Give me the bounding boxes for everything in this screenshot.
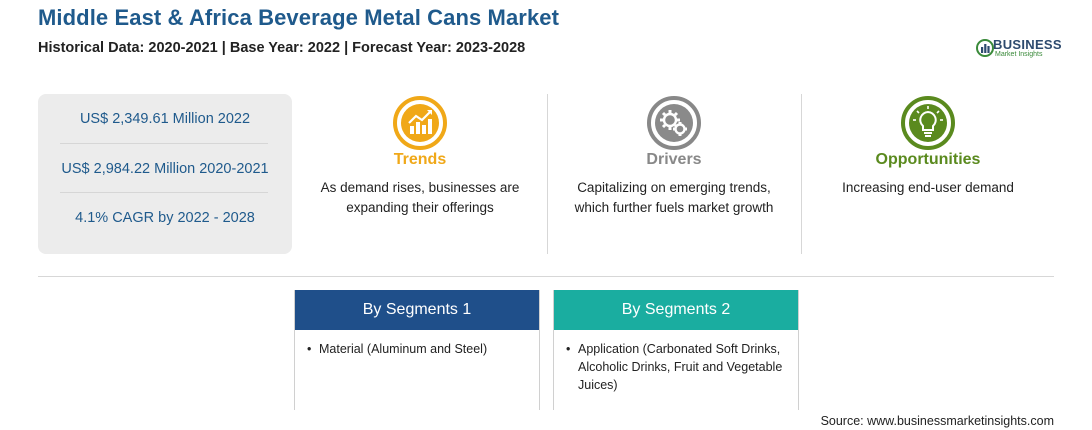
segment-title: By Segments 1	[295, 290, 539, 330]
column-divider	[801, 94, 802, 254]
feature-title: Drivers	[646, 151, 702, 168]
lightbulb-icon	[901, 96, 955, 150]
list-item: • Application (Carbonated Soft Drinks, A…	[566, 340, 788, 394]
stats-panel: US$ 2,349.61 Million 2022 US$ 2,984.22 M…	[38, 94, 292, 254]
stat-value-2022: US$ 2,349.61 Million 2022	[79, 111, 251, 127]
feature-description: As demand rises, businesses are expandin…	[295, 178, 545, 218]
segment-card-1: By Segments 1 • Material (Aluminum and S…	[294, 290, 540, 410]
stat-divider	[60, 192, 268, 193]
feature-description-line: Increasing end-user demand	[842, 180, 1014, 195]
stat-divider	[60, 143, 268, 144]
feature-trends: Trends As demand rises, businesses are e…	[295, 95, 545, 218]
feature-description: Increasing end-user demand	[803, 178, 1053, 198]
stat-cagr: 4.1% CAGR by 2022 - 2028	[75, 210, 255, 226]
feature-drivers: Drivers Capitalizing on emerging trends,…	[549, 95, 799, 218]
globe-chart-icon	[976, 39, 994, 57]
segment-title: By Segments 2	[554, 290, 798, 330]
segment-items: • Application (Carbonated Soft Drinks, A…	[554, 330, 798, 394]
segment-card-2: By Segments 2 • Application (Carbonated …	[553, 290, 799, 410]
logo-name: BUSINESS	[993, 37, 1062, 52]
feature-description-line: Capitalizing on emerging trends,	[577, 180, 771, 195]
segment-item-text: Application (Carbonated Soft Drinks, Alc…	[578, 342, 783, 392]
segment-item-text: Material (Aluminum and Steel)	[319, 342, 488, 356]
brand-logo: BUSINESS Market Insights	[975, 36, 1065, 60]
logo-subtext: Market Insights	[995, 51, 1043, 58]
feature-title: Opportunities	[875, 151, 981, 168]
page-title: Middle East & Africa Beverage Metal Cans…	[38, 5, 560, 30]
column-divider	[547, 94, 548, 254]
feature-description-line: As demand rises, businesses are	[320, 180, 520, 195]
feature-description-line: expanding their offerings	[346, 200, 494, 215]
feature-title: Trends	[393, 151, 447, 168]
list-item: • Material (Aluminum and Steel)	[307, 342, 488, 356]
feature-description-line: which further fuels market growth	[574, 200, 774, 215]
stat-value-historical: US$ 2,984.22 Million 2020-2021	[61, 161, 269, 177]
gears-icon	[647, 96, 701, 150]
feature-opportunities: Opportunities Increasing end-user demand	[803, 95, 1053, 198]
growth-chart-icon	[393, 96, 447, 150]
page-subtitle: Historical Data: 2020-2021 | Base Year: …	[38, 40, 526, 56]
source-citation: Source: www.businessmarketinsights.com	[820, 414, 1054, 428]
section-divider	[38, 276, 1054, 277]
segment-items: • Material (Aluminum and Steel)	[295, 330, 539, 358]
feature-description: Capitalizing on emerging trends, which f…	[549, 178, 799, 218]
